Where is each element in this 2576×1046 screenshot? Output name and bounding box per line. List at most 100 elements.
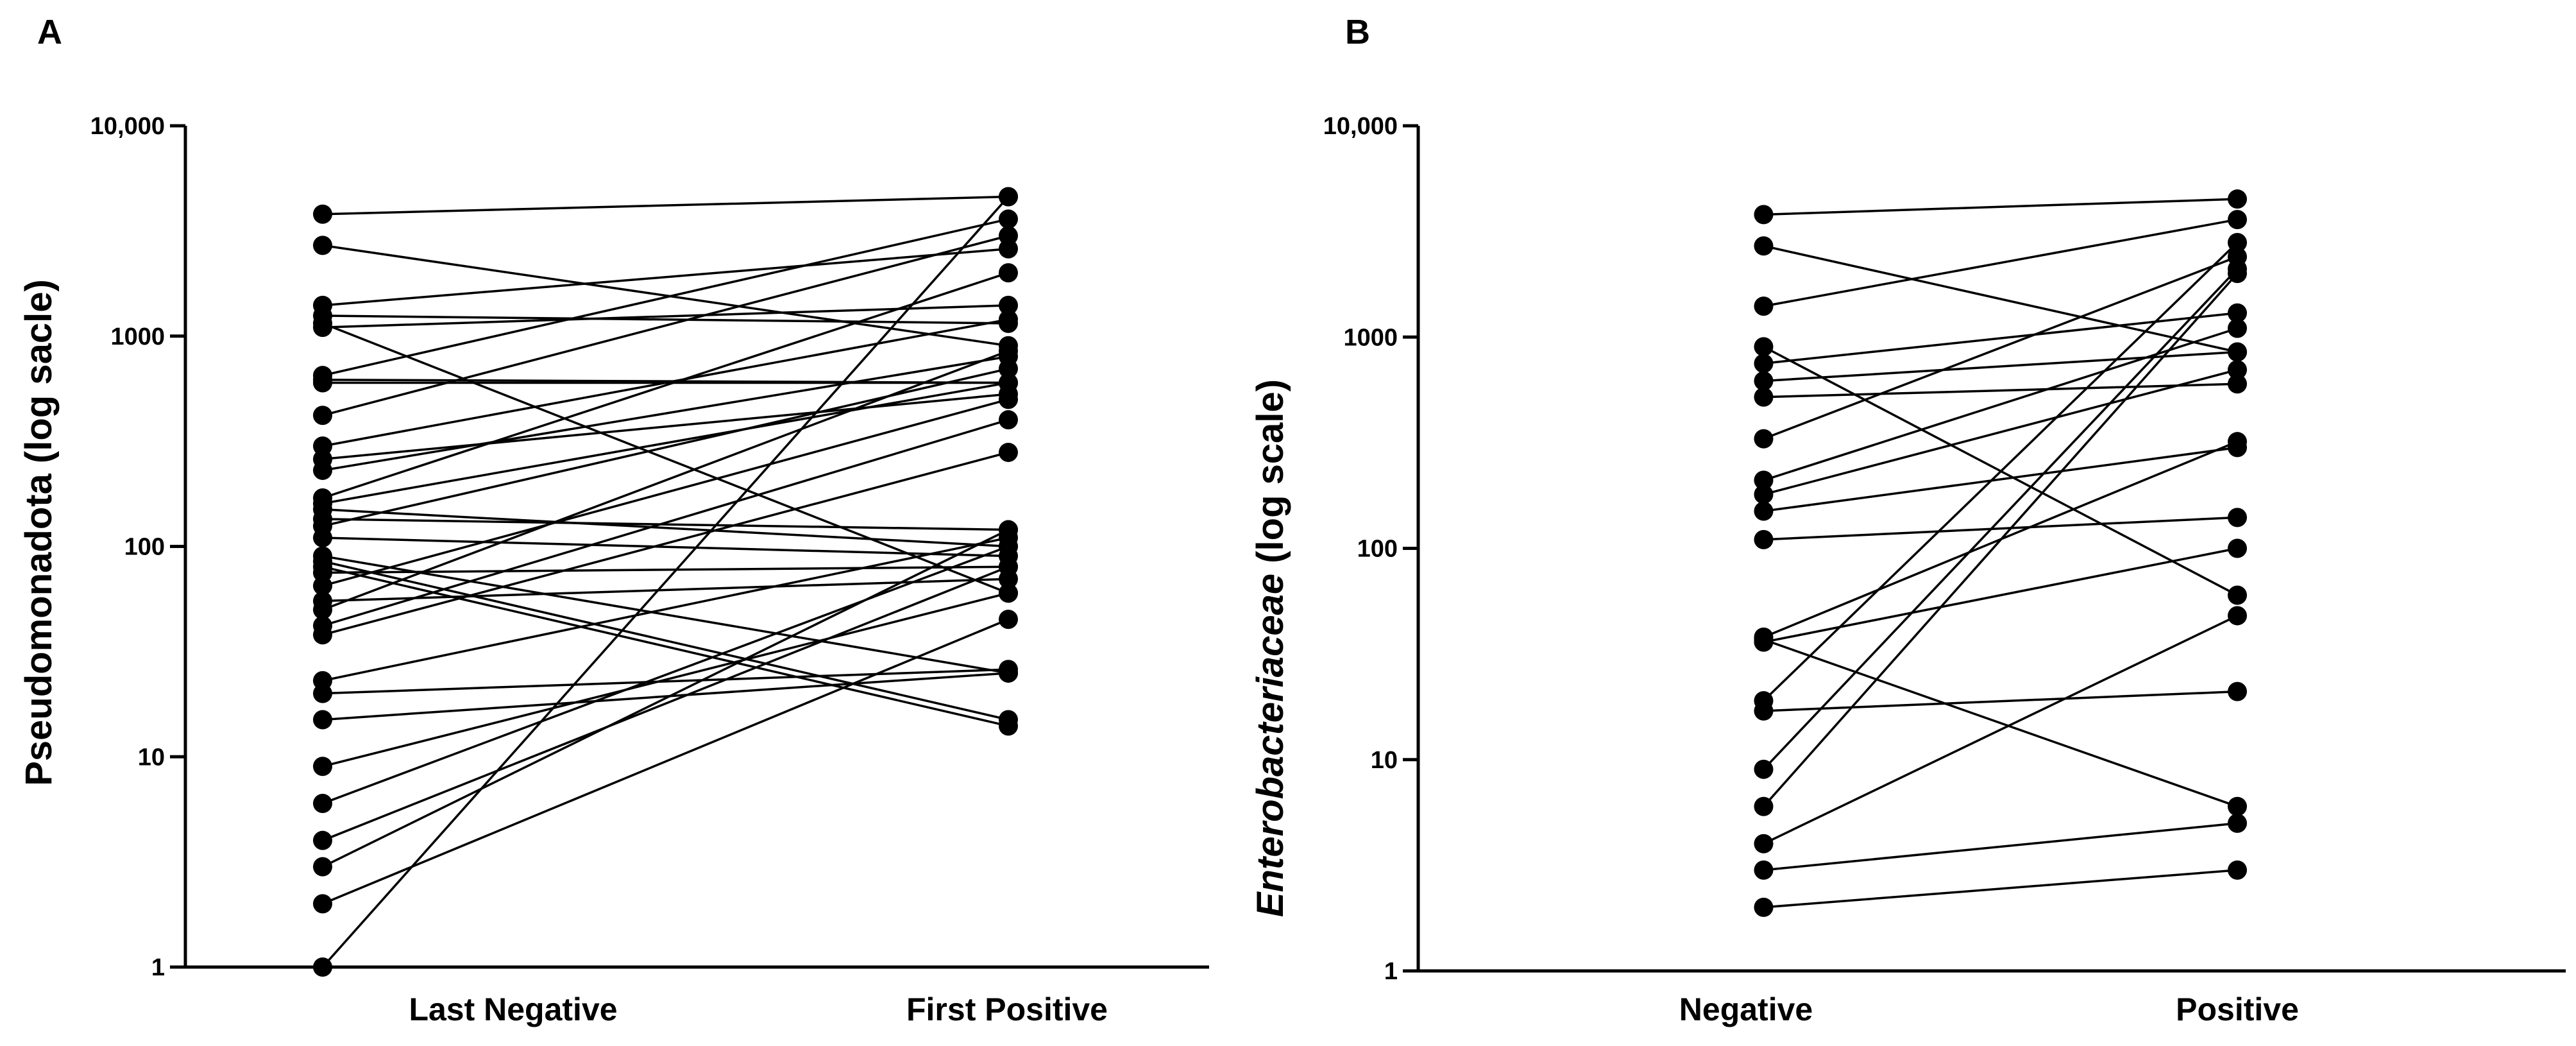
paired-line bbox=[322, 393, 1009, 461]
point-negative bbox=[1754, 796, 1774, 816]
point-negative bbox=[1754, 371, 1774, 391]
paired-line bbox=[322, 508, 1009, 548]
point-negative bbox=[1754, 337, 1774, 357]
point-last-negative bbox=[313, 710, 332, 730]
point-positive bbox=[2228, 374, 2247, 394]
point-positive bbox=[2228, 813, 2247, 833]
paired-line bbox=[321, 196, 1010, 968]
point-first-positive bbox=[999, 295, 1018, 315]
paired-line bbox=[322, 418, 1009, 627]
point-last-negative bbox=[313, 857, 332, 877]
panel-b-pair-lines bbox=[1763, 198, 2239, 909]
point-last-negative bbox=[313, 957, 332, 977]
paired-line bbox=[322, 545, 1009, 805]
point-positive bbox=[2228, 508, 2247, 527]
point-negative bbox=[1754, 529, 1774, 549]
point-positive bbox=[2228, 318, 2247, 338]
paired-line bbox=[322, 592, 1009, 767]
point-last-negative bbox=[313, 894, 332, 914]
point-negative bbox=[1754, 759, 1774, 779]
point-first-positive bbox=[999, 663, 1018, 683]
paired-line bbox=[322, 271, 1009, 499]
point-positive bbox=[2228, 432, 2247, 452]
paired-line bbox=[322, 565, 1009, 842]
point-first-positive bbox=[999, 716, 1018, 736]
paired-line bbox=[322, 618, 1009, 905]
panel-b-y-axis-title-plain: (log scale) bbox=[1250, 379, 1291, 574]
paired-line bbox=[322, 247, 1009, 307]
panel-a-y-ticks: 1 10 100 1000 10,000 bbox=[90, 113, 185, 981]
point-positive bbox=[2228, 682, 2247, 701]
point-positive bbox=[2228, 538, 2247, 558]
paired-line bbox=[322, 554, 1009, 674]
point-positive bbox=[2228, 585, 2247, 605]
paired-line bbox=[1763, 690, 2238, 712]
point-last-negative bbox=[313, 830, 332, 850]
point-last-negative bbox=[313, 527, 332, 547]
paired-line bbox=[322, 536, 1009, 558]
point-last-negative bbox=[313, 757, 332, 776]
panel-a: A Pseudomonadota (log sacle) 11010010001… bbox=[18, 13, 1209, 1027]
panel-b-y-axis-title: Enterobacteriaceae (log scale) bbox=[1250, 379, 1291, 917]
point-positive bbox=[2228, 210, 2247, 230]
paired-line bbox=[322, 350, 1009, 611]
paired-line bbox=[322, 367, 1009, 527]
point-negative bbox=[1754, 501, 1774, 521]
panel-b-category-label-2: Positive bbox=[2176, 991, 2299, 1027]
paired-line bbox=[322, 195, 1009, 216]
y-tick-label: 1000 bbox=[1343, 324, 1398, 351]
point-last-negative bbox=[313, 460, 332, 480]
y-tick-label: 100 bbox=[1357, 536, 1398, 563]
point-positive bbox=[2228, 606, 2247, 626]
paired-line bbox=[322, 672, 1009, 721]
paired-line bbox=[322, 318, 1009, 447]
panel-a-category-label-2: First Positive bbox=[906, 991, 1108, 1027]
point-positive bbox=[2228, 360, 2247, 380]
point-last-negative bbox=[313, 625, 332, 645]
point-positive bbox=[2228, 264, 2247, 284]
y-tick-label: 10,000 bbox=[1323, 113, 1398, 140]
point-first-positive bbox=[999, 536, 1018, 556]
panel-a-pair-lines bbox=[321, 195, 1010, 968]
paired-line bbox=[322, 528, 1009, 868]
point-first-positive bbox=[999, 610, 1018, 630]
point-last-negative bbox=[313, 204, 332, 224]
point-negative bbox=[1754, 205, 1774, 225]
panel-a-category-label-1: Last Negative bbox=[409, 991, 617, 1027]
point-first-positive bbox=[999, 209, 1018, 229]
panel-b-points bbox=[1754, 189, 2247, 917]
paired-line bbox=[322, 451, 1009, 636]
y-tick-label: 10 bbox=[138, 744, 165, 771]
point-first-positive bbox=[999, 583, 1018, 603]
point-negative bbox=[1754, 860, 1774, 880]
point-first-positive bbox=[999, 442, 1018, 462]
paired-line bbox=[1763, 272, 2239, 807]
point-negative bbox=[1754, 701, 1774, 721]
y-tick-label: 10,000 bbox=[90, 113, 165, 140]
paired-line bbox=[322, 322, 1009, 594]
point-positive bbox=[2228, 342, 2247, 362]
point-last-negative bbox=[313, 576, 332, 596]
paired-line bbox=[322, 578, 1009, 603]
point-negative bbox=[1754, 387, 1774, 407]
paired-line bbox=[322, 398, 1009, 587]
point-last-negative bbox=[313, 600, 332, 620]
panel-b-y-ticks: 1 10 100 1000 10,000 bbox=[1323, 113, 1418, 985]
point-last-negative bbox=[313, 406, 332, 425]
point-last-negative bbox=[313, 793, 332, 813]
paired-line bbox=[322, 565, 1009, 574]
point-first-positive bbox=[999, 226, 1018, 246]
point-first-positive bbox=[999, 520, 1018, 540]
point-negative bbox=[1754, 429, 1774, 449]
point-first-positive bbox=[999, 410, 1018, 430]
point-negative bbox=[1754, 354, 1774, 373]
point-negative bbox=[1754, 236, 1774, 256]
point-first-positive bbox=[999, 263, 1018, 283]
paired-line bbox=[1763, 311, 2238, 365]
panel-a-y-axis-title: Pseudomonadota (log sacle) bbox=[18, 279, 60, 786]
point-positive bbox=[2228, 303, 2247, 323]
point-first-positive bbox=[999, 341, 1018, 361]
paired-line bbox=[322, 536, 1009, 682]
panel-b-category-label-1: Negative bbox=[1679, 991, 1813, 1027]
